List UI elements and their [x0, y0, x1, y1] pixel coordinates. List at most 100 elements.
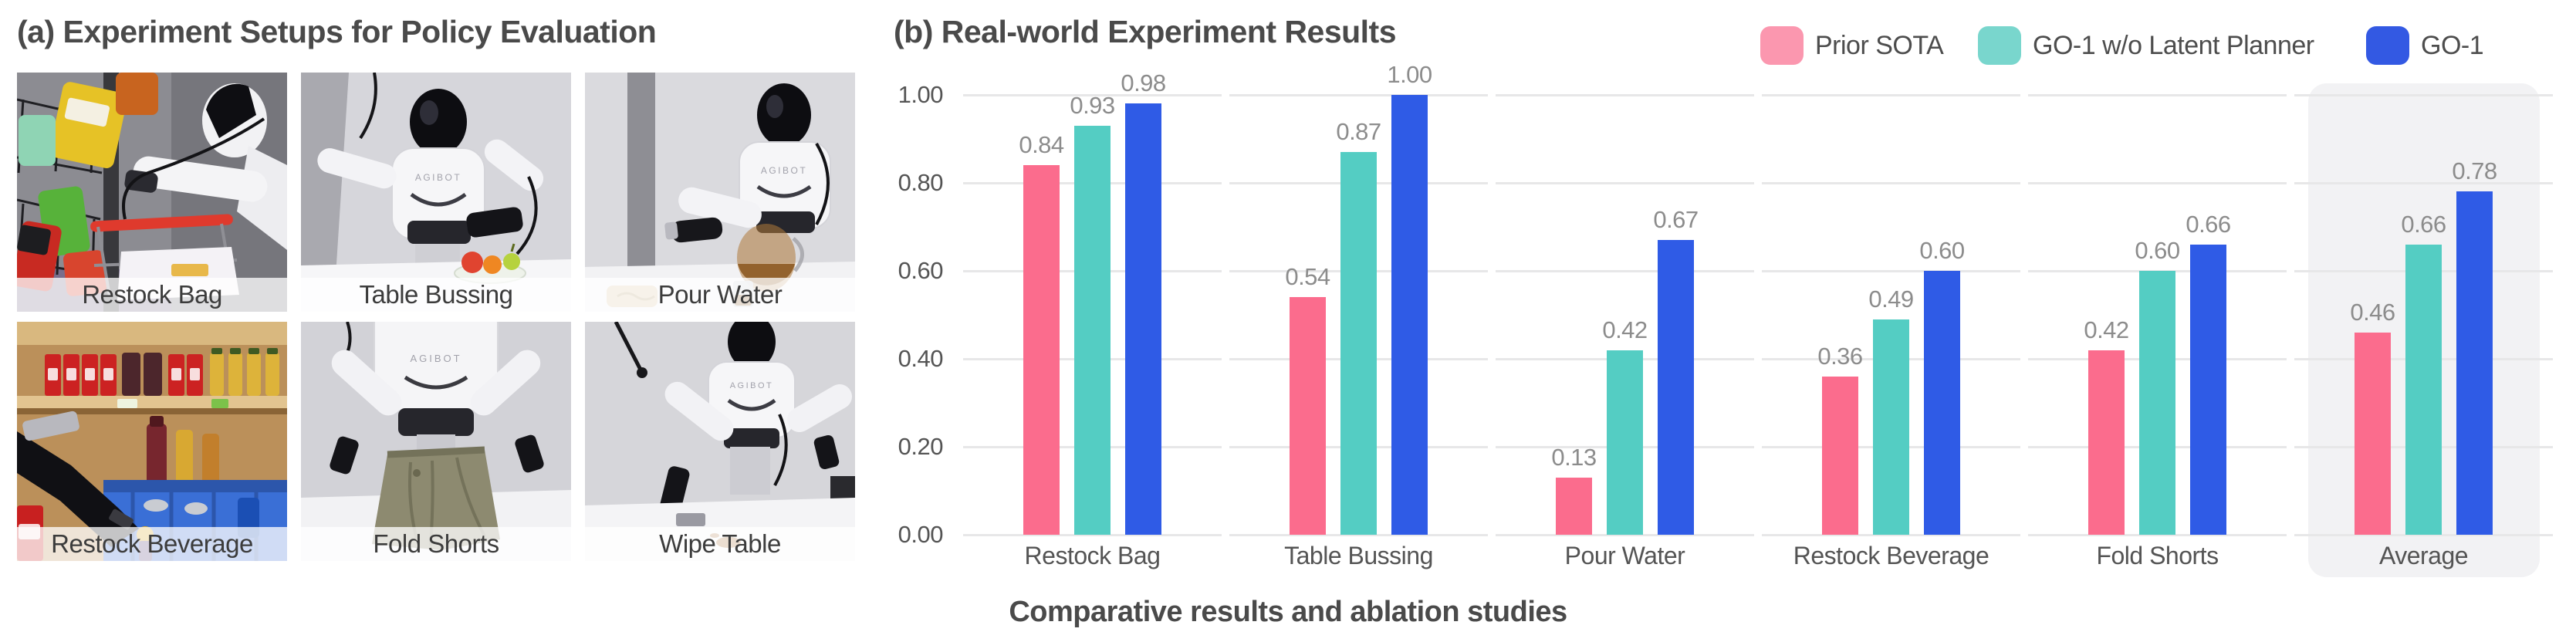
bar-go-1: [2190, 245, 2226, 535]
photo-table-bussing: AGIBOT Table Bussing: [301, 73, 571, 312]
robot-figure: AGIBOT: [317, 89, 544, 255]
bar-wrap: 0.66: [2401, 211, 2446, 535]
bar-wrap: 0.36: [1817, 343, 1863, 535]
bar-wrap: 0.98: [1121, 69, 1166, 535]
bar-group-average: 0.46 0.66 0.78: [2290, 94, 2557, 536]
bar-prior-sota: [2355, 333, 2391, 535]
bar-chart-plot: 0.84 0.93 0.98 0.54 0.87 1.00 0.13 0.42 0.67 0.36…: [959, 61, 2557, 536]
bar-go-1-w-o-latent-planner: [1340, 152, 1377, 535]
y-tick-label: 1.00: [898, 81, 944, 108]
gridline: [1762, 182, 2020, 184]
robot-figure: [122, 83, 287, 250]
bar-prior-sota: [1556, 478, 1592, 535]
restock-beverage-scene: [17, 322, 287, 561]
bar-wrap: 0.42: [2084, 316, 2129, 535]
bar-go-1-w-o-latent-planner: [2139, 271, 2175, 535]
bar-wrap: 0.78: [2452, 157, 2497, 535]
y-tick-label: 0.40: [898, 345, 944, 372]
photo-restock-beverage: Restock Beverage: [17, 322, 287, 561]
fold-shorts-scene: AGIBOT: [301, 322, 571, 561]
bar-wrap: 0.87: [1336, 118, 1381, 535]
bar-value-label: 1.00: [1387, 61, 1432, 88]
gridline: [1762, 534, 2020, 536]
gridline: [2294, 94, 2553, 96]
category-label: Restock Beverage: [1793, 542, 1989, 569]
legend-label: GO-1 w/o Latent Planner: [2033, 30, 2314, 60]
legend-label: Prior SOTA: [1815, 30, 1944, 60]
photo-pour-water: AGIBOT Pour Water: [585, 73, 855, 312]
gridline: [1496, 182, 1754, 184]
photo-label-strip: Pour Water: [585, 278, 855, 312]
bar-wrap: 0.84: [1019, 131, 1064, 535]
gridline: [963, 94, 1222, 96]
bar-go-1-w-o-latent-planner: [1607, 350, 1643, 535]
panel-b-title: (b) Real-world Experiment Results: [894, 14, 1397, 49]
photo-label: Restock Beverage: [51, 529, 253, 558]
bar-value-label: 0.49: [1868, 286, 1914, 313]
photo-label: Restock Bag: [82, 280, 222, 309]
robot-gripper: [17, 411, 139, 547]
bar-wrap: 0.66: [2186, 211, 2231, 535]
bar-group-table-bussing: 0.54 0.87 1.00: [1225, 61, 1492, 536]
pour-water-scene: AGIBOT: [585, 73, 855, 312]
bar-value-label: 0.84: [1019, 131, 1064, 158]
figure-caption: Comparative results and ablation studies: [1009, 596, 1567, 628]
bar-group-fold-shorts: 0.42 0.60 0.66: [2024, 94, 2290, 536]
drinks-lower-row: [147, 416, 219, 490]
photo-label-strip: Wipe Table: [585, 527, 855, 561]
bar-value-label: 0.13: [1551, 444, 1597, 471]
bar-go-1: [2456, 191, 2493, 535]
legend-label: GO-1: [2421, 30, 2484, 60]
bar-wrap: 0.54: [1285, 263, 1330, 535]
bar-go-1-w-o-latent-planner: [1074, 126, 1111, 535]
bar-prior-sota: [1290, 297, 1326, 535]
bar-value-label: 0.54: [1285, 263, 1330, 290]
restock-bag-scene: [17, 73, 287, 312]
bars-row: 0.54 0.87 1.00: [1225, 61, 1492, 535]
gridline: [2028, 182, 2287, 184]
bar-wrap: 0.13: [1551, 444, 1597, 535]
y-tick-label: 0.20: [898, 433, 944, 460]
robot-logo: AGIBOT: [410, 353, 461, 364]
bar-go-1: [1391, 95, 1428, 535]
bar-wrap: 0.93: [1070, 92, 1115, 535]
gridline: [1496, 270, 1754, 272]
bar-value-label: 0.66: [2401, 211, 2446, 238]
robot-figure: AGIBOT: [659, 322, 852, 515]
photo-label-strip: Table Bussing: [301, 278, 571, 312]
robot-logo: AGIBOT: [730, 381, 774, 390]
photo-restock-bag: Restock Bag: [17, 73, 287, 312]
panel-a-title: (a) Experiment Setups for Policy Evaluat…: [17, 14, 657, 49]
legend-swatch: [1978, 26, 2021, 65]
gridline: [1229, 534, 1488, 536]
bar-go-1-w-o-latent-planner: [1873, 319, 1909, 535]
bar-value-label: 0.60: [2135, 237, 2180, 264]
bars-row: 0.46 0.66 0.78: [2290, 157, 2557, 535]
y-axis: 1.00 0.80 0.60 0.40 0.20 0.00: [849, 82, 944, 548]
category-label: Fold Shorts: [2096, 542, 2219, 569]
photo-label: Table Bussing: [359, 280, 513, 309]
photo-label: Wipe Table: [659, 529, 781, 558]
bar-wrap: 0.60: [1919, 237, 1965, 535]
gridline: [2294, 182, 2553, 184]
gridline: [1229, 94, 1488, 96]
bar-wrap: 0.42: [1602, 316, 1648, 535]
bar-value-label: 0.93: [1070, 92, 1115, 119]
robot-logo: AGIBOT: [415, 172, 461, 183]
legend-item: GO-1 w/o Latent Planner: [1978, 25, 2314, 66]
legend-item: Prior SOTA: [1760, 25, 1944, 66]
y-tick-label: 0.80: [898, 169, 944, 196]
bar-value-label: 0.42: [1602, 316, 1648, 343]
y-tick-label: 0.60: [898, 257, 944, 284]
gridline: [2028, 94, 2287, 96]
bar-value-label: 0.78: [2452, 157, 2497, 184]
table-bussing-scene: AGIBOT: [301, 73, 571, 312]
bar-group-restock-bag: 0.84 0.93 0.98: [959, 69, 1225, 536]
bar-prior-sota: [1023, 165, 1060, 535]
category-label: Pour Water: [1564, 542, 1685, 569]
gridline: [1496, 94, 1754, 96]
wipe-table-scene: AGIBOT: [585, 322, 855, 561]
gridline: [2294, 534, 2553, 536]
photo-label: Pour Water: [658, 280, 783, 309]
